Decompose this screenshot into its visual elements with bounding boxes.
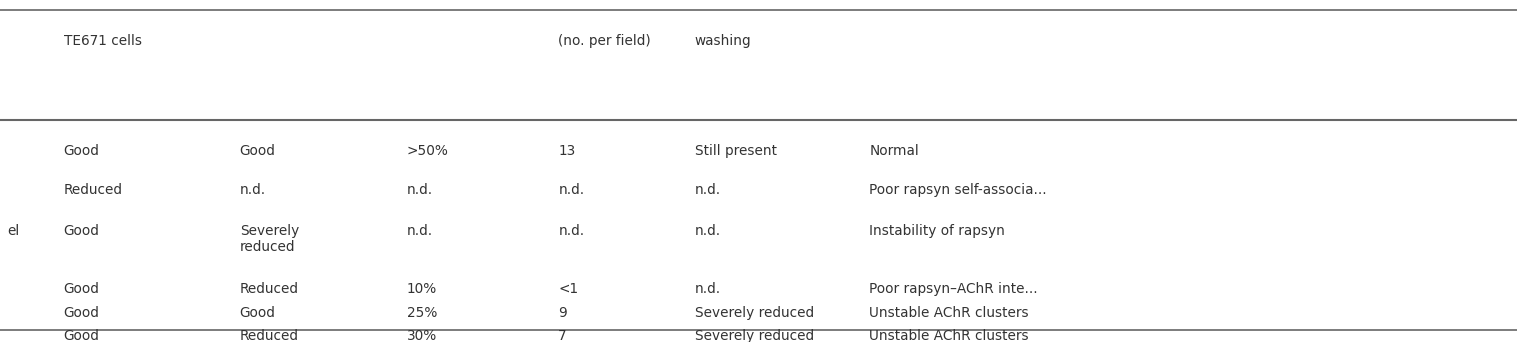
Text: Instability of rapsyn: Instability of rapsyn <box>869 224 1006 238</box>
Text: Severely reduced: Severely reduced <box>695 329 815 342</box>
Text: 9: 9 <box>558 306 567 320</box>
Text: Normal: Normal <box>869 144 919 158</box>
Text: el: el <box>8 224 20 238</box>
Text: Good: Good <box>64 306 100 320</box>
Text: Severely reduced: Severely reduced <box>695 306 815 320</box>
Text: n.d.: n.d. <box>695 282 721 296</box>
Text: 30%: 30% <box>407 329 437 342</box>
Text: Reduced: Reduced <box>240 329 299 342</box>
Text: n.d.: n.d. <box>407 224 432 238</box>
Text: n.d.: n.d. <box>558 183 584 197</box>
Text: Poor rapsyn self-associa...: Poor rapsyn self-associa... <box>869 183 1047 197</box>
Text: TE671 cells: TE671 cells <box>64 34 141 48</box>
Text: n.d.: n.d. <box>695 224 721 238</box>
Text: Reduced: Reduced <box>64 183 123 197</box>
Text: 13: 13 <box>558 144 575 158</box>
Text: 25%: 25% <box>407 306 437 320</box>
Text: n.d.: n.d. <box>558 224 584 238</box>
Text: n.d.: n.d. <box>240 183 265 197</box>
Text: Unstable AChR clusters: Unstable AChR clusters <box>869 306 1029 320</box>
Text: Good: Good <box>64 282 100 296</box>
Text: Still present: Still present <box>695 144 777 158</box>
Text: Good: Good <box>64 224 100 238</box>
Text: Poor rapsyn–AChR inte...: Poor rapsyn–AChR inte... <box>869 282 1038 296</box>
Text: (no. per field): (no. per field) <box>558 34 651 48</box>
Text: Unstable AChR clusters: Unstable AChR clusters <box>869 329 1029 342</box>
Text: Good: Good <box>64 329 100 342</box>
Text: Good: Good <box>64 144 100 158</box>
Text: Reduced: Reduced <box>240 282 299 296</box>
Text: washing: washing <box>695 34 751 48</box>
Text: Severely
reduced: Severely reduced <box>240 224 299 254</box>
Text: 7: 7 <box>558 329 567 342</box>
Text: >50%: >50% <box>407 144 449 158</box>
Text: Good: Good <box>240 144 276 158</box>
Text: <1: <1 <box>558 282 578 296</box>
Text: n.d.: n.d. <box>695 183 721 197</box>
Text: 10%: 10% <box>407 282 437 296</box>
Text: n.d.: n.d. <box>407 183 432 197</box>
Text: Good: Good <box>240 306 276 320</box>
